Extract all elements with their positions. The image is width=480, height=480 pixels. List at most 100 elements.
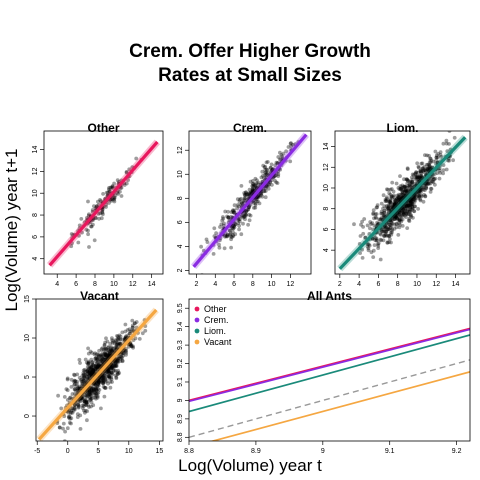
data-point <box>406 202 410 207</box>
data-point <box>118 359 123 363</box>
data-point <box>78 361 82 365</box>
data-point <box>123 329 128 334</box>
data-point <box>407 216 412 221</box>
data-point <box>399 186 403 191</box>
data-point <box>102 347 107 352</box>
data-point <box>85 372 90 377</box>
data-point <box>89 365 94 369</box>
data-point <box>256 180 261 185</box>
data-point <box>87 365 92 370</box>
data-point <box>420 175 424 179</box>
data-point <box>94 204 99 209</box>
data-point <box>99 352 104 357</box>
data-point <box>405 166 410 171</box>
data-point <box>86 351 91 356</box>
data-point <box>394 181 399 186</box>
data-point <box>87 388 92 393</box>
y-tick-label: 4 <box>32 257 39 261</box>
data-point <box>123 337 128 341</box>
data-point <box>381 227 386 232</box>
y-tick-label: 14 <box>32 146 39 154</box>
data-point <box>226 209 231 214</box>
data-point <box>226 215 231 220</box>
data-point <box>230 209 235 214</box>
y-tick-label: 10 <box>32 189 39 197</box>
data-point <box>419 176 424 181</box>
data-point <box>90 368 95 372</box>
data-point <box>86 213 91 218</box>
data-point <box>233 222 238 227</box>
data-point <box>394 222 399 227</box>
data-point <box>100 363 104 368</box>
data-point <box>124 349 128 353</box>
data-point <box>410 186 415 191</box>
data-point <box>214 231 219 236</box>
data-point <box>108 385 113 390</box>
data-point <box>99 216 104 221</box>
data-point <box>103 352 108 357</box>
data-point <box>374 205 379 210</box>
data-point <box>372 216 376 221</box>
data-point <box>83 373 88 377</box>
data-point <box>429 176 434 181</box>
data-point <box>420 166 425 171</box>
data-point <box>400 214 405 219</box>
data-point <box>410 183 414 188</box>
data-point <box>222 221 226 226</box>
data-point <box>85 388 90 393</box>
data-point <box>84 399 89 403</box>
data-point <box>397 192 401 197</box>
data-point <box>67 396 72 401</box>
data-point <box>409 197 414 202</box>
data-point <box>406 218 411 223</box>
data-point <box>104 347 108 352</box>
data-point <box>406 204 411 208</box>
data-point <box>247 218 252 223</box>
data-point <box>427 160 432 164</box>
data-point <box>373 238 378 243</box>
data-point <box>246 207 251 212</box>
data-point <box>80 381 85 386</box>
data-point <box>123 349 128 354</box>
data-point <box>94 387 98 392</box>
data-point <box>88 392 93 397</box>
plot-frame <box>334 130 471 275</box>
data-point <box>112 341 117 345</box>
data-point <box>413 182 418 186</box>
data-point <box>102 376 106 381</box>
data-point <box>411 195 416 200</box>
data-point <box>106 345 111 349</box>
x-tick-label: 9.2 <box>452 448 462 455</box>
data-point <box>388 198 393 203</box>
data-point <box>388 218 393 223</box>
data-point <box>129 344 134 348</box>
data-point <box>276 174 281 179</box>
legend-marker <box>194 306 200 312</box>
data-point <box>390 230 394 235</box>
data-point <box>62 439 67 441</box>
data-point <box>251 183 256 188</box>
data-point <box>388 201 393 206</box>
data-point <box>103 340 107 345</box>
data-point <box>389 208 394 213</box>
data-point <box>110 197 114 202</box>
data-point <box>416 190 420 195</box>
y-tick-label: 15 <box>24 295 31 303</box>
data-point <box>132 321 137 325</box>
data-point <box>100 373 105 378</box>
data-point <box>394 225 399 230</box>
data-point <box>429 179 434 184</box>
data-point <box>379 217 384 222</box>
data-point <box>253 205 258 210</box>
data-point <box>84 360 89 365</box>
data-point <box>382 210 387 215</box>
data-point <box>445 149 450 154</box>
data-point <box>268 166 273 170</box>
data-point <box>114 345 119 349</box>
data-point <box>392 197 397 202</box>
data-point <box>421 167 425 172</box>
data-point <box>91 382 96 386</box>
data-point <box>405 181 410 186</box>
